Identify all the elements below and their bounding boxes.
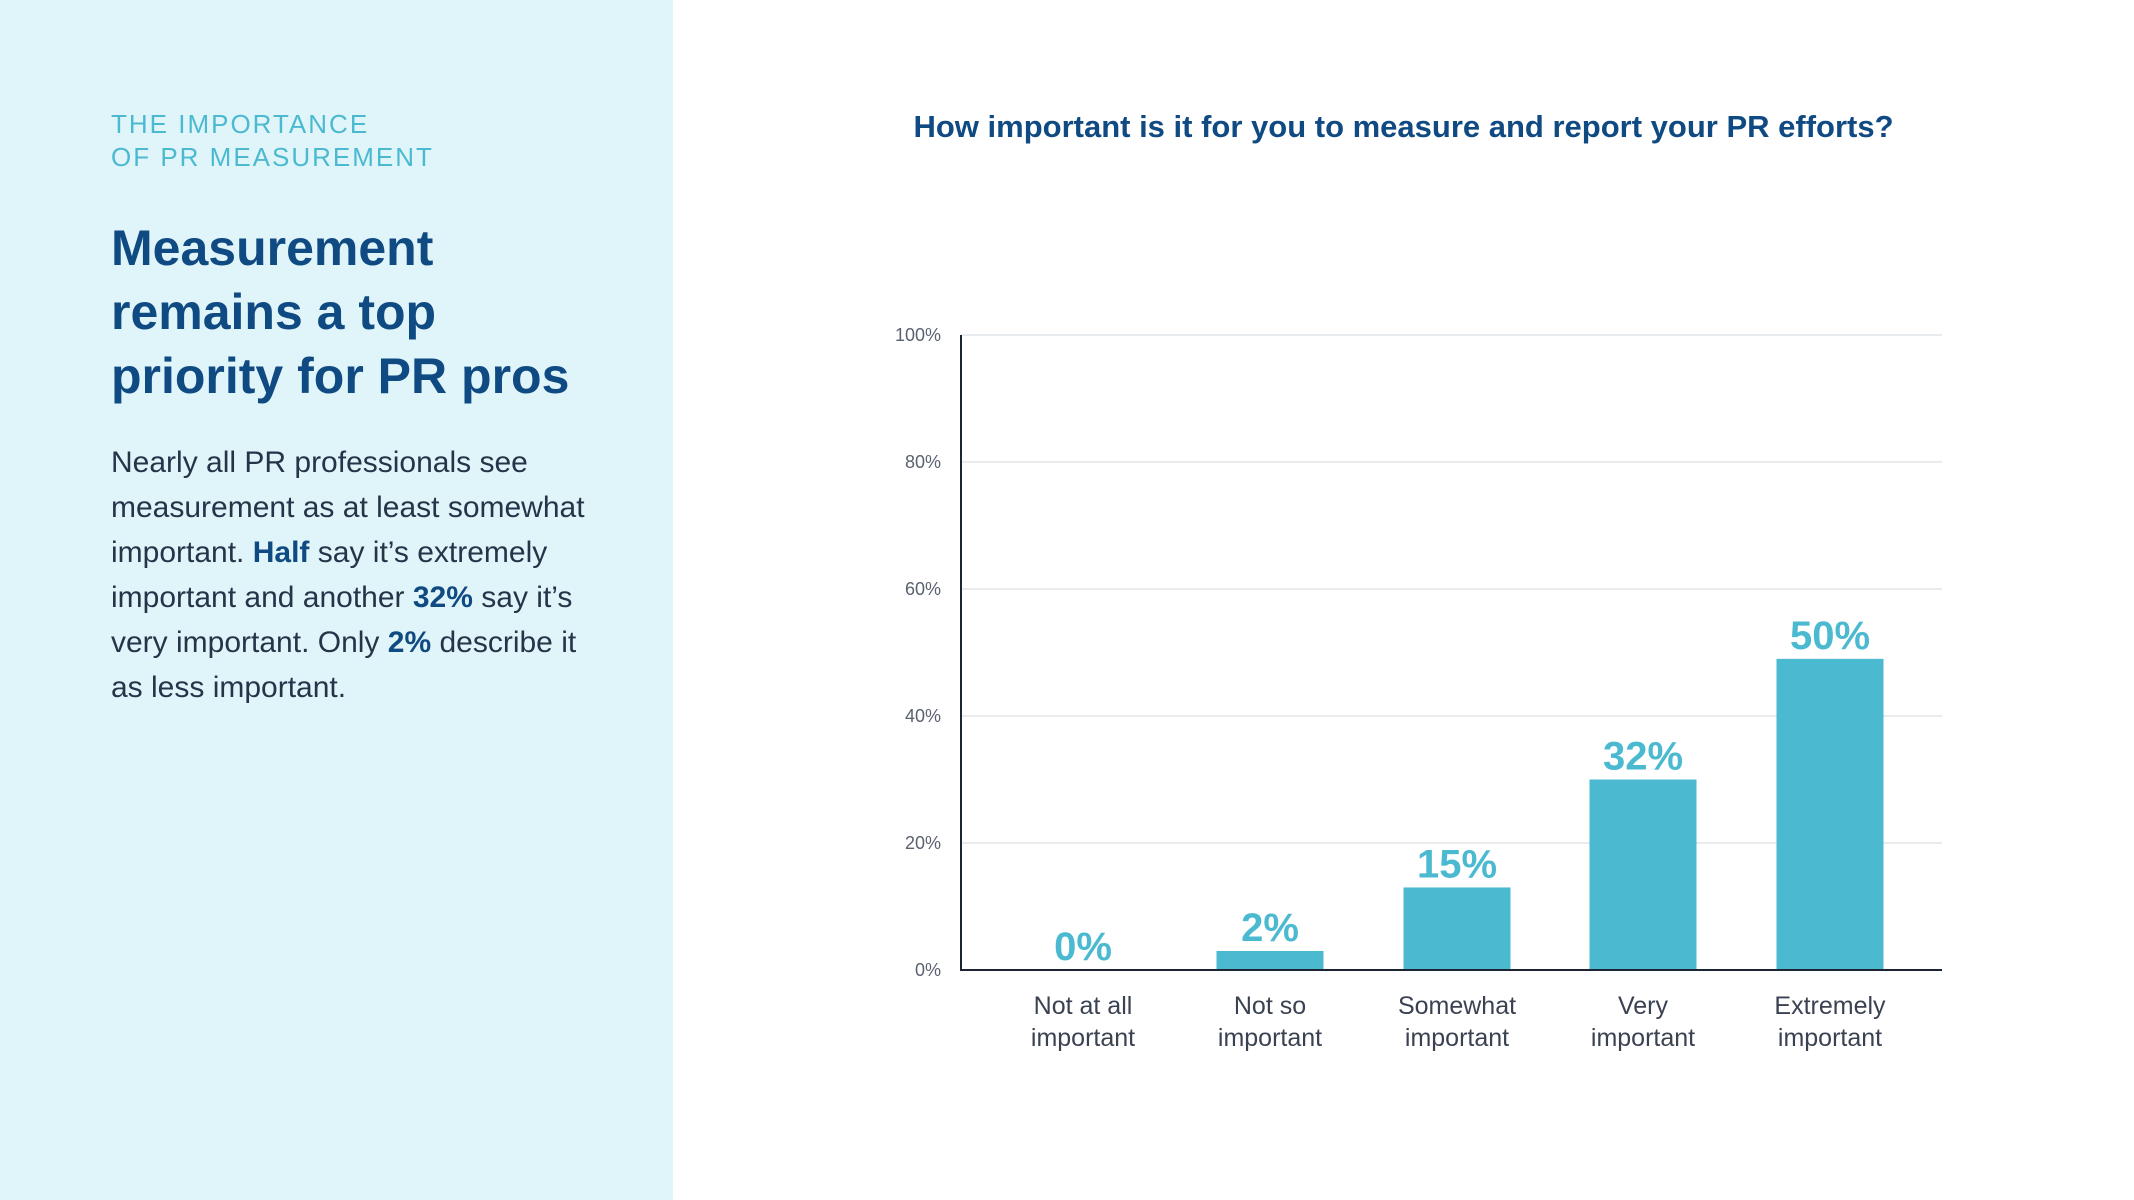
left-panel [0, 0, 673, 1200]
x-tick-label: Very important [1591, 992, 1695, 1052]
x-tick-label-line: important [1778, 1024, 1882, 1052]
y-tick-label: 60% [905, 579, 941, 599]
y-tick-label: 80% [905, 452, 941, 472]
x-tick-label-line: Not at all [1034, 992, 1133, 1020]
data-label: 15% [1417, 842, 1497, 886]
highlight-half: Half [252, 536, 310, 569]
body-paragraph: Nearly all PR professionals see measurem… [111, 440, 631, 710]
body-text-segment: say it’s [472, 581, 573, 614]
body-line-1: Nearly all PR professionals see [111, 446, 528, 479]
headline-line-3: priority for PR pros [111, 348, 570, 404]
body-text-segment: very important. Only [111, 626, 388, 659]
body-line-5: very important. Only 2% describe it [111, 620, 631, 665]
body-text-segment: describe it [431, 626, 577, 659]
y-tick-label: 20% [905, 833, 941, 853]
data-label: 50% [1790, 614, 1870, 658]
highlight-2-percent: 2% [387, 626, 432, 659]
headline-line-2: remains a top [111, 284, 437, 340]
y-tick-label: 0% [915, 960, 941, 980]
x-tick-label-line: Extremely [1774, 992, 1886, 1020]
eyebrow-line-2: OF PR MEASUREMENT [111, 142, 434, 172]
x-tick-label: Somewhat important [1398, 992, 1516, 1052]
y-tick-label: 40% [905, 706, 941, 726]
data-label: 2% [1241, 906, 1299, 950]
body-line-3: important. Half say it’s extremely [111, 530, 631, 575]
body-line-6: as less important. [111, 671, 347, 704]
x-tick-label-line: Very [1618, 992, 1669, 1020]
body-text-segment: important. [111, 536, 253, 569]
x-tick-label-line: important [1591, 1024, 1695, 1052]
x-tick-label: Not at all important [1031, 992, 1135, 1052]
data-label: 32% [1603, 735, 1683, 779]
x-tick-label-line: important [1405, 1024, 1509, 1052]
body-text-segment: say it’s extremely [309, 536, 548, 569]
bar [1589, 779, 1697, 970]
highlight-32-percent: 32% [412, 581, 473, 614]
body-line-2: measurement as at least somewhat [111, 491, 585, 524]
bar [1776, 658, 1884, 970]
chart-title: How important is it for you to measure a… [913, 109, 1894, 144]
body-text-segment: important and another [111, 581, 413, 614]
y-tick-label: 100% [895, 325, 941, 345]
x-tick-label: Extremely important [1774, 992, 1886, 1052]
x-tick-label-line: important [1031, 1024, 1135, 1052]
bar [1216, 950, 1324, 970]
x-tick-label-line: important [1218, 1024, 1322, 1052]
bar [1403, 887, 1511, 970]
body-line-4: important and another 32% say it’s [111, 575, 631, 620]
eyebrow-line-1: THE IMPORTANCE [111, 109, 370, 139]
page-headline: Measurement remains a top priority for P… [111, 216, 631, 408]
data-label: 0% [1054, 925, 1112, 969]
headline-line-1: Measurement [111, 220, 434, 276]
x-tick-label: Not so important [1218, 992, 1322, 1052]
x-tick-label-line: Somewhat [1398, 992, 1516, 1020]
section-eyebrow: THE IMPORTANCE OF PR MEASUREMENT [111, 108, 434, 174]
x-tick-label-line: Not so [1234, 992, 1306, 1020]
